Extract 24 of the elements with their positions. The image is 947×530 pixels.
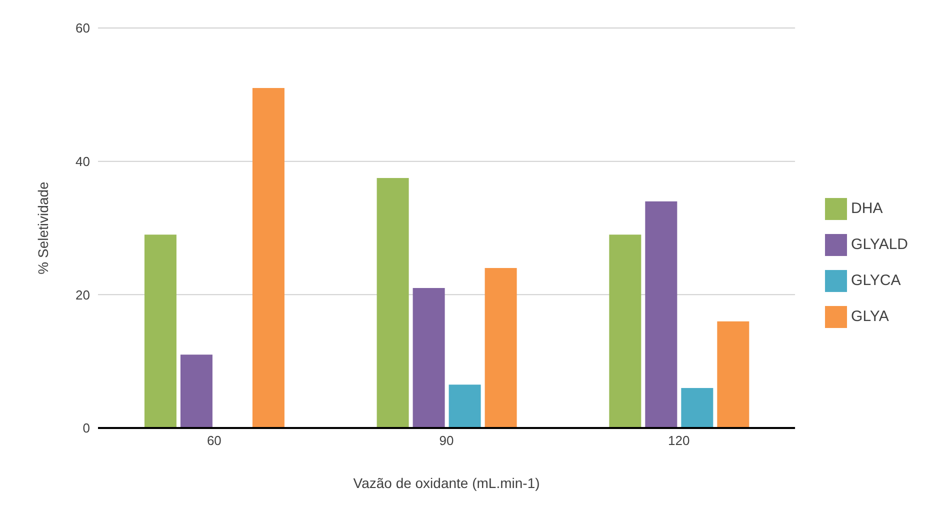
legend-label: GLYALD (851, 236, 908, 253)
x-tick-label: 120 (668, 433, 690, 448)
x-axis-title: Vazão de oxidante (mL.min-1) (353, 475, 540, 491)
x-tick-label: 60 (206, 433, 222, 448)
bar (681, 388, 714, 428)
bar (412, 288, 445, 428)
bar (717, 321, 750, 428)
bar (376, 178, 409, 428)
bar (645, 201, 678, 428)
bar (609, 234, 642, 428)
bar (144, 234, 176, 428)
y-tick-label: 60 (76, 20, 90, 36)
y-tick-label: 20 (76, 287, 90, 302)
bar (448, 384, 481, 428)
y-axis-title: % Seletividade (34, 181, 51, 274)
bar (180, 354, 212, 428)
bar (484, 268, 517, 428)
x-tick-label: 90 (439, 433, 454, 448)
y-tick-label: 40 (76, 154, 90, 169)
legend-label: DHA (851, 200, 883, 217)
y-tick-label: 0 (82, 420, 90, 436)
bar (252, 88, 284, 428)
legend-label: GLYA (851, 308, 889, 325)
legend-label: GLYCA (851, 272, 901, 289)
